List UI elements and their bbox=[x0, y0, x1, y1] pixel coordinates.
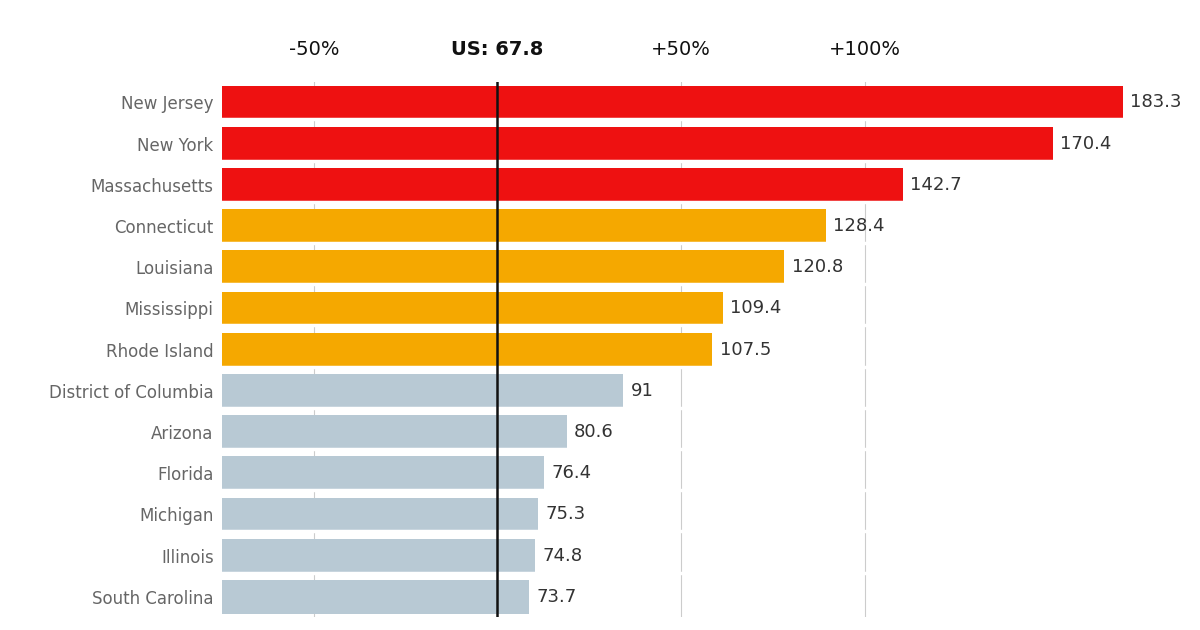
Text: 109.4: 109.4 bbox=[730, 299, 781, 318]
Text: -50%: -50% bbox=[288, 40, 340, 59]
Bar bbox=[222, 86, 1123, 120]
Text: 142.7: 142.7 bbox=[911, 176, 962, 194]
Text: 107.5: 107.5 bbox=[720, 341, 772, 358]
Bar bbox=[222, 292, 722, 325]
Text: 170.4: 170.4 bbox=[1061, 135, 1111, 152]
Bar bbox=[222, 498, 538, 531]
Text: +100%: +100% bbox=[828, 40, 900, 59]
Text: US: 67.8: US: 67.8 bbox=[451, 40, 544, 59]
Bar bbox=[222, 250, 785, 284]
Text: 76.4: 76.4 bbox=[551, 464, 592, 482]
Bar bbox=[222, 209, 826, 243]
Text: +50%: +50% bbox=[652, 40, 710, 59]
Bar bbox=[222, 127, 1054, 161]
Text: 128.4: 128.4 bbox=[833, 217, 884, 235]
Bar bbox=[222, 415, 566, 449]
Bar bbox=[222, 374, 623, 408]
Text: 75.3: 75.3 bbox=[545, 505, 586, 524]
Bar bbox=[222, 168, 904, 202]
Text: 74.8: 74.8 bbox=[542, 547, 583, 564]
Text: 120.8: 120.8 bbox=[792, 258, 844, 277]
Bar bbox=[222, 333, 713, 367]
Text: 183.3: 183.3 bbox=[1130, 93, 1182, 112]
Text: 80.6: 80.6 bbox=[574, 423, 614, 441]
Bar bbox=[222, 539, 535, 573]
Bar bbox=[222, 456, 544, 490]
Text: 73.7: 73.7 bbox=[536, 588, 577, 606]
Text: 91: 91 bbox=[630, 382, 653, 400]
Bar bbox=[222, 580, 529, 614]
